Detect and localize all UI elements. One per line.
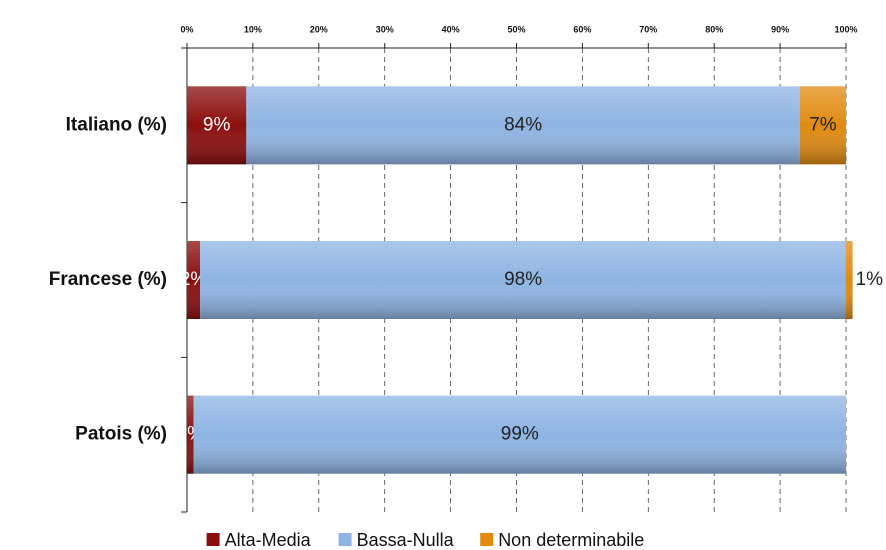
legend-swatch: [480, 533, 494, 546]
x-tick-label: 0%: [180, 24, 193, 34]
value-label: 1%: [856, 269, 884, 290]
legend-label: Bassa-Nulla: [357, 530, 455, 550]
x-tick-label: 40%: [442, 24, 460, 34]
bar-shade: [846, 241, 853, 319]
legend-swatch: [206, 533, 220, 546]
x-tick-label: 70%: [639, 24, 657, 34]
x-tick-label: 20%: [310, 24, 328, 34]
legend-swatch: [338, 533, 352, 546]
legend-label: Alta-Media: [225, 530, 312, 550]
value-label: 99%: [501, 424, 539, 445]
value-label: 9%: [203, 114, 231, 135]
category-label: Patois (%): [75, 424, 167, 445]
bar-shade: [200, 241, 846, 319]
x-tick-label: 60%: [573, 24, 591, 34]
legend-label: Non determinabile: [498, 530, 644, 550]
bar-shade: [799, 86, 846, 165]
category-label: Italiano (%): [66, 114, 167, 135]
x-tick-label: 100%: [834, 24, 857, 34]
category-label: Francese (%): [49, 269, 167, 290]
x-tick-label: 50%: [507, 24, 525, 34]
bar-shade: [246, 86, 800, 165]
x-tick-label: 90%: [771, 24, 789, 34]
value-label: 7%: [809, 114, 837, 135]
value-label: 98%: [504, 269, 542, 290]
bar-shade: [187, 86, 247, 165]
bar-shade: [187, 241, 201, 319]
bar-shade: [187, 395, 194, 474]
value-label: 84%: [504, 114, 542, 135]
bar-shade: [193, 395, 847, 474]
x-tick-label: 30%: [376, 24, 394, 34]
x-tick-label: 10%: [244, 24, 262, 34]
x-tick-label: 80%: [705, 24, 723, 34]
